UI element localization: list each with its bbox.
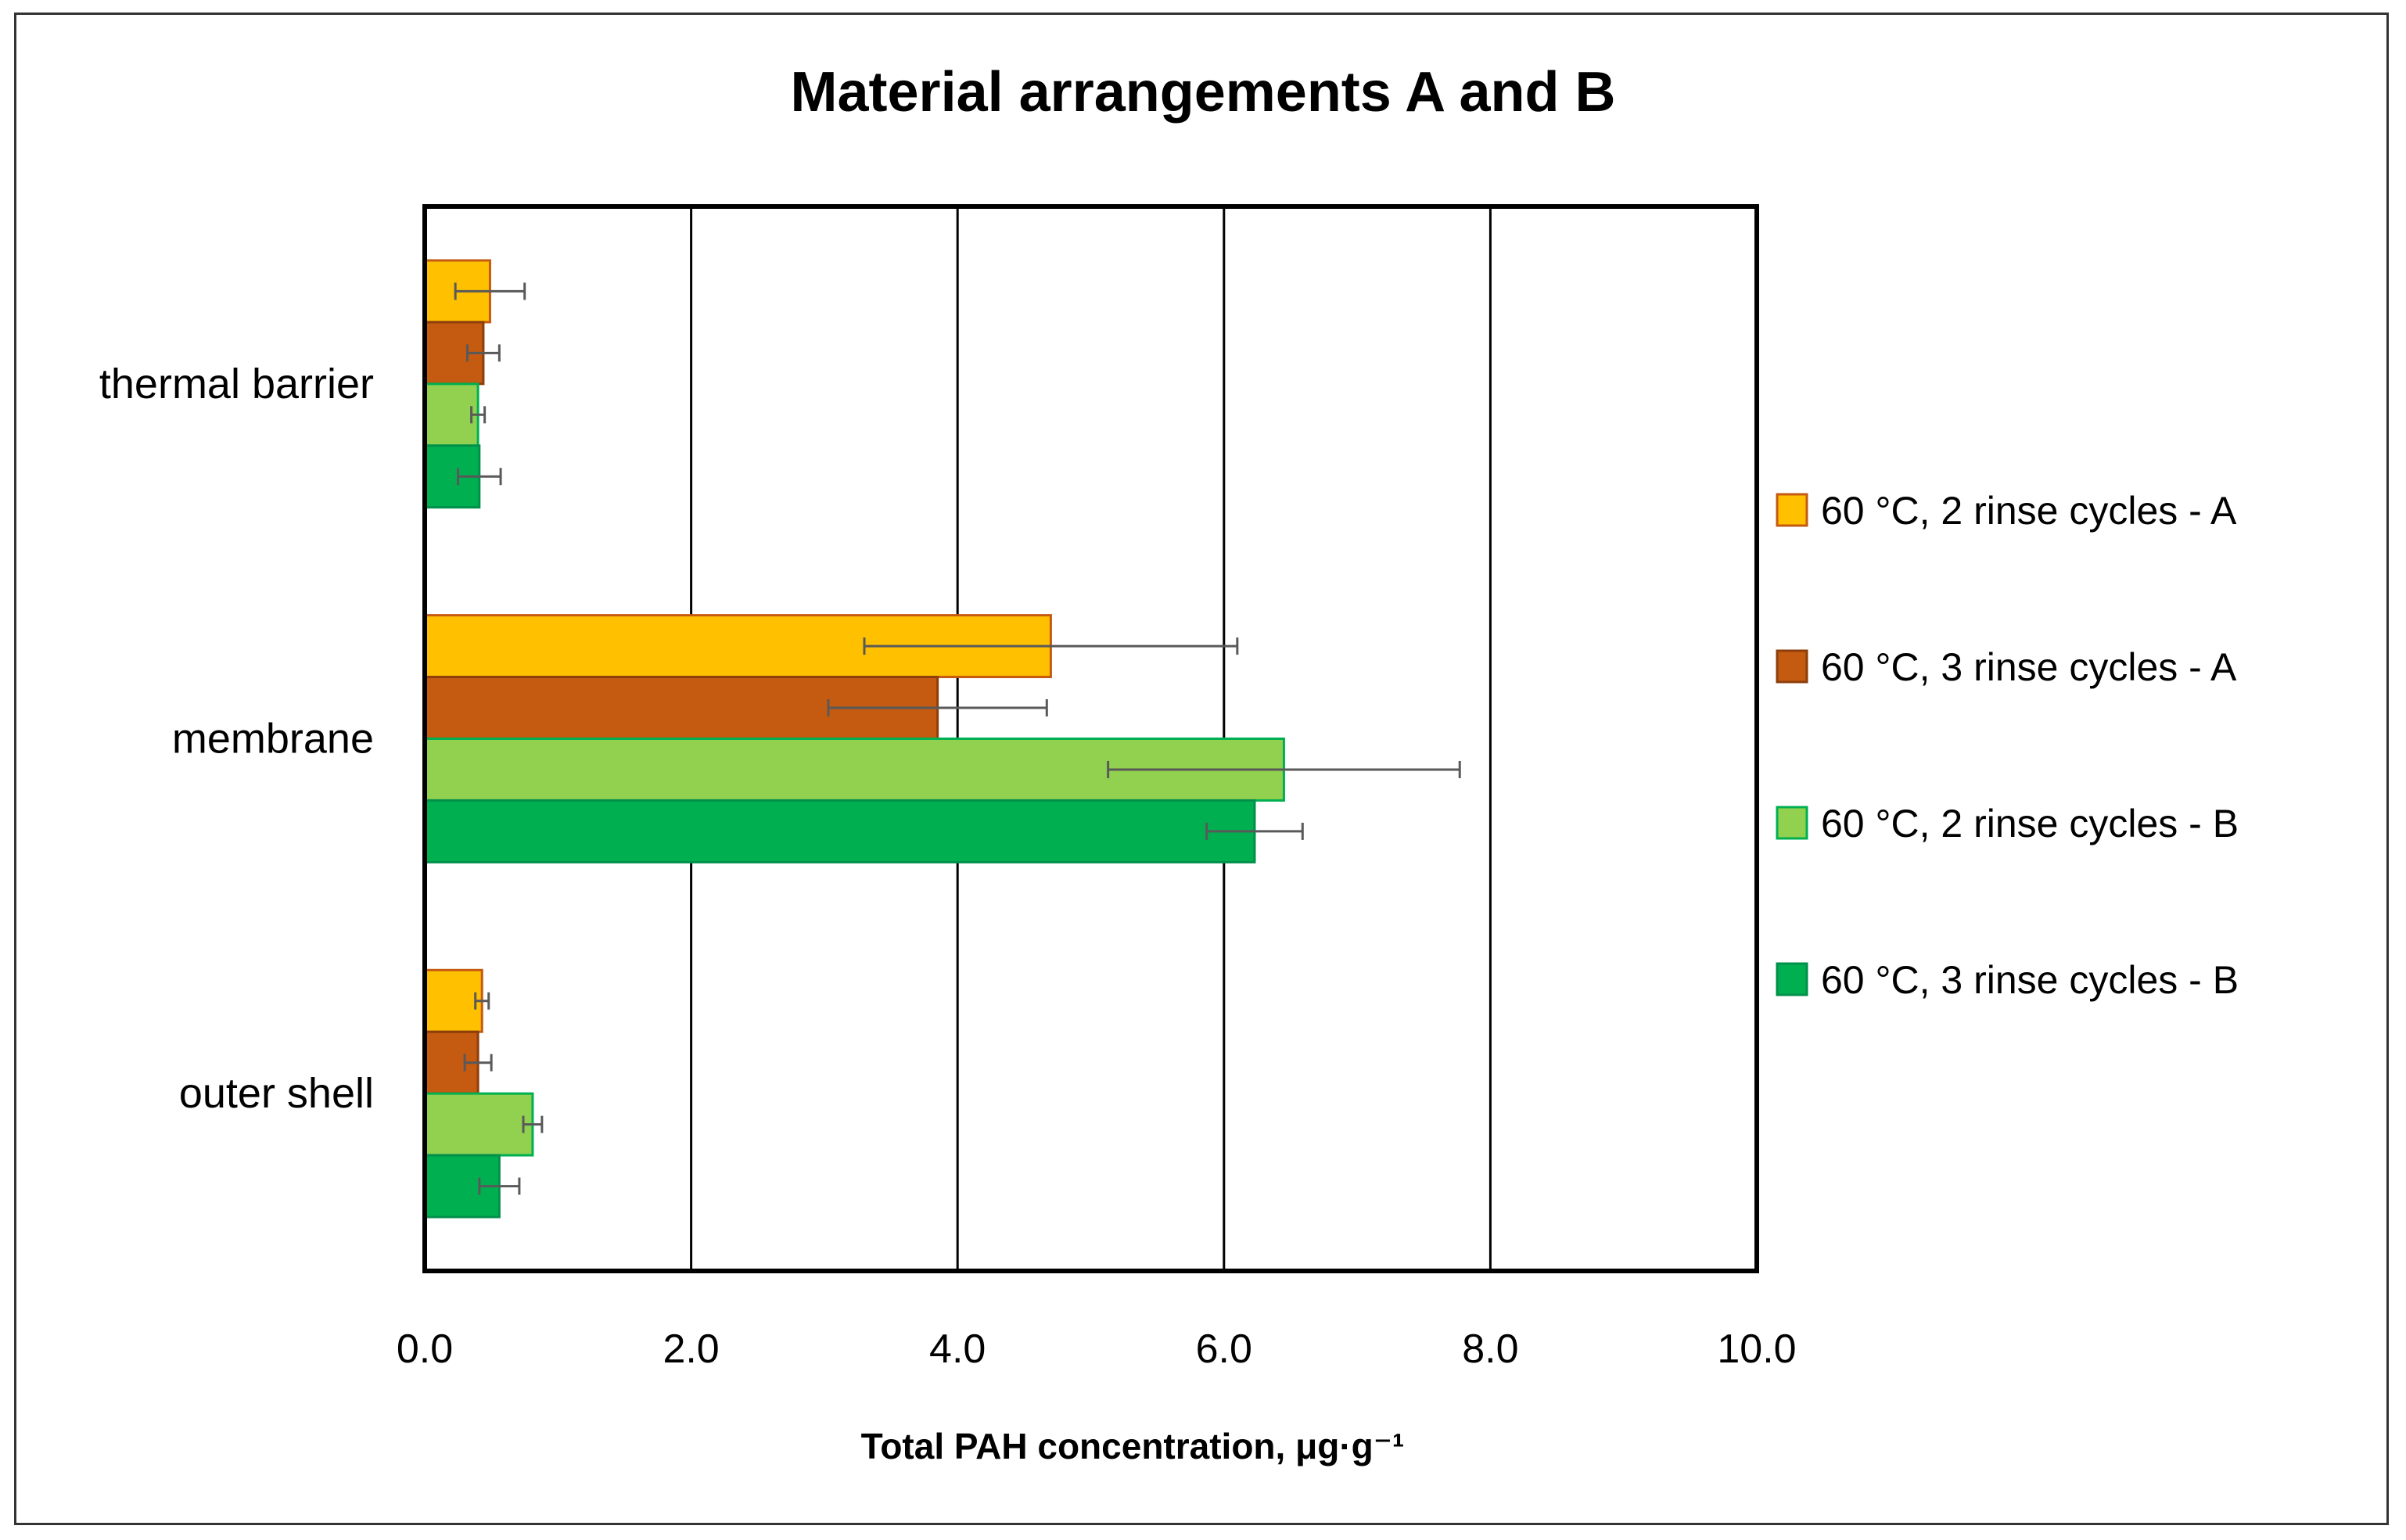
x-tick-label: 4.0 <box>929 1326 986 1372</box>
x-tick-label: 8.0 <box>1462 1326 1518 1372</box>
x-tick-label: 0.0 <box>397 1326 453 1372</box>
y-category-label: outer shell <box>179 1070 374 1117</box>
bars <box>423 259 1461 1219</box>
legend-swatch <box>1776 962 1808 996</box>
legend-label: 60 °C, 3 rinse cycles - B <box>1821 958 2239 1002</box>
x-tick-label: 10.0 <box>1717 1326 1796 1372</box>
legend-label: 60 °C, 3 rinse cycles - A <box>1821 645 2237 689</box>
legend-swatch <box>1776 806 1808 840</box>
bar <box>423 968 483 1033</box>
legend: 60 °C, 2 rinse cycles - A 60 °C, 3 rinse … <box>1776 489 2239 1002</box>
x-tick-label: 2.0 <box>663 1326 719 1372</box>
legend-label: 60 °C, 2 rinse cycles - B <box>1821 802 2239 845</box>
bar <box>423 1092 534 1157</box>
y-category-label: membrane <box>172 716 374 763</box>
y-category-label: thermal barrier <box>99 361 374 407</box>
y-axis-categories: thermal barrier membrane outer shell <box>99 361 374 1117</box>
bar <box>423 382 479 447</box>
x-tick-label: 6.0 <box>1196 1326 1252 1372</box>
bar <box>423 799 1256 863</box>
x-axis-label: Total PAH concentration, μg·g⁻¹ <box>861 1426 1405 1466</box>
legend-swatch <box>1776 649 1808 684</box>
legend-label: 60 °C, 2 rinse cycles - A <box>1821 489 2237 533</box>
legend-swatch <box>1776 493 1808 527</box>
chart-title: Material arrangements A and B <box>791 61 1616 124</box>
x-axis-ticks: 0.0 2.0 4.0 6.0 8.0 10.0 <box>397 1326 1797 1372</box>
plot-area-border <box>422 204 1759 1273</box>
